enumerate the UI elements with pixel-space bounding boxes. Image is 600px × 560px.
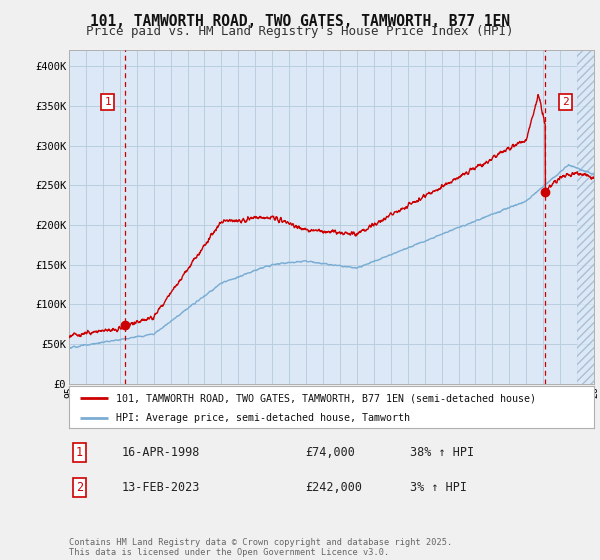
Text: 1: 1 (104, 97, 111, 107)
Text: Contains HM Land Registry data © Crown copyright and database right 2025.
This d: Contains HM Land Registry data © Crown c… (69, 538, 452, 557)
Text: 2: 2 (76, 481, 83, 494)
Text: 3% ↑ HPI: 3% ↑ HPI (410, 481, 467, 494)
Text: £74,000: £74,000 (305, 446, 355, 459)
Text: 101, TAMWORTH ROAD, TWO GATES, TAMWORTH, B77 1EN: 101, TAMWORTH ROAD, TWO GATES, TAMWORTH,… (90, 14, 510, 29)
Text: Price paid vs. HM Land Registry's House Price Index (HPI): Price paid vs. HM Land Registry's House … (86, 25, 514, 38)
Text: £242,000: £242,000 (305, 481, 362, 494)
Text: HPI: Average price, semi-detached house, Tamworth: HPI: Average price, semi-detached house,… (116, 413, 410, 423)
Text: 16-APR-1998: 16-APR-1998 (121, 446, 200, 459)
Bar (577, 50, 594, 384)
Text: 13-FEB-2023: 13-FEB-2023 (121, 481, 200, 494)
Text: 38% ↑ HPI: 38% ↑ HPI (410, 446, 475, 459)
Text: 2: 2 (562, 97, 569, 107)
Text: 1: 1 (76, 446, 83, 459)
Text: 101, TAMWORTH ROAD, TWO GATES, TAMWORTH, B77 1EN (semi-detached house): 101, TAMWORTH ROAD, TWO GATES, TAMWORTH,… (116, 393, 536, 403)
